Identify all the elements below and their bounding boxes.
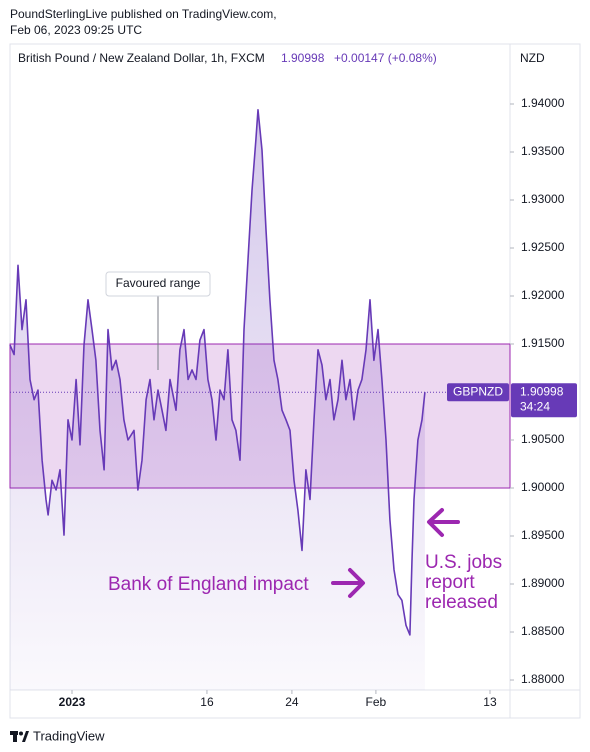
x-tick-label: 24 — [285, 695, 299, 709]
price-tag-value: 1.90998 — [520, 384, 564, 398]
annotation: U.S. jobs — [425, 552, 502, 573]
y-tick-label: 1.89000 — [521, 576, 565, 590]
y-tick-label: 1.92500 — [521, 240, 565, 254]
arrow — [331, 568, 365, 598]
y-tick-label: 1.88000 — [521, 672, 565, 686]
annotation: released — [425, 592, 498, 613]
price-tag — [511, 383, 577, 418]
symbol-tag — [447, 383, 509, 402]
y-tick-label: 1.94000 — [521, 96, 565, 110]
legend-value: 1.90998 — [281, 51, 325, 65]
legend-change: +0.00147 (+0.08%) — [334, 51, 437, 65]
area — [10, 109, 425, 691]
y-tick-label: 1.93000 — [521, 192, 565, 206]
y-tick-label: 1.93500 — [521, 144, 565, 158]
price-line — [9, 109, 426, 636]
legend-title: British Pound / New Zealand Dollar, 1h, … — [18, 51, 265, 65]
header-line: Feb 06, 2023 09:25 UTC — [10, 23, 142, 37]
y-tick-label: 1.92000 — [521, 288, 565, 302]
brand: TradingView — [33, 728, 105, 743]
band-label-box — [105, 271, 211, 297]
y-tick-label: 1.89500 — [521, 528, 565, 542]
y-tick-label: 1.90000 — [521, 480, 565, 494]
brand-logo — [10, 731, 29, 742]
x-tick-label: 16 — [200, 695, 214, 709]
annotation: report — [425, 572, 475, 593]
price-tag-countdown: 34:24 — [520, 399, 550, 413]
header-line: PoundSterlingLive published on TradingVi… — [10, 7, 277, 21]
x-tick-label: 13 — [483, 695, 497, 709]
y-tick-label: 1.91500 — [521, 336, 565, 350]
band-label: Favoured range — [116, 276, 201, 290]
x-tick-label: Feb — [366, 695, 387, 709]
y-tick-label: 1.90500 — [521, 432, 565, 446]
y-tick-label: 1.88500 — [521, 624, 565, 638]
x-tick-label: 2023 — [59, 695, 86, 709]
annotation: Bank of England impact — [108, 574, 309, 595]
arrows — [331, 508, 460, 598]
arrow — [427, 508, 460, 537]
axis-unit: NZD — [520, 51, 545, 65]
symbol-label: GBPNZD — [453, 384, 503, 398]
